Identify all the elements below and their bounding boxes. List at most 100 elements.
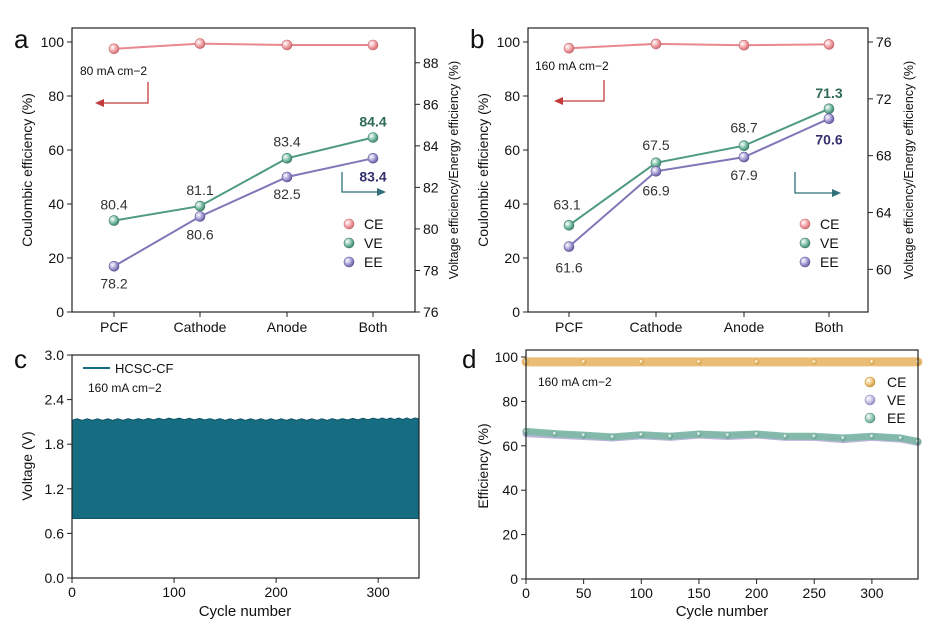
panel-a-ve-point — [108, 215, 120, 226]
panel-b-right-tick-label: 64 — [876, 205, 892, 221]
panel-d-legend-marker-ee — [864, 412, 876, 424]
panel-d-ee-point — [638, 432, 644, 438]
panel-d-legend-marker-ce — [864, 376, 876, 388]
panel-d-x-axis-label: Cycle number — [676, 603, 769, 620]
panel-d-x-tick-label: 150 — [687, 585, 711, 601]
panel-b-x-tick-label: Both — [815, 319, 844, 335]
panel-a-eff-arrow — [341, 172, 383, 193]
panel-a-ee-data-label: 80.6 — [186, 226, 213, 242]
panel-a-right-axis-label: Voltage efficiency/Energy efficiency (%) — [447, 61, 461, 279]
panel-c-current-density: 160 mA cm−2 — [88, 381, 162, 395]
panel-c-y-tick-label: 0.6 — [45, 525, 65, 541]
panel-b-left-axis-label: Coulombic efficiency (%) — [475, 93, 491, 247]
panel-a-ve-data-label: 81.1 — [186, 182, 213, 198]
panel-a-ce-point — [108, 43, 120, 55]
panel-b-ee-data-label: 66.9 — [642, 182, 669, 198]
panel-letter-d: d — [462, 344, 476, 374]
panel-a-legend-marker-ve — [343, 237, 355, 249]
panel-a-ce-point — [281, 39, 293, 51]
panel-c-y-tick-label: 3.0 — [45, 347, 65, 363]
panel-b-left-tick-label: 100 — [497, 34, 521, 50]
panel-a-chart: 0 20 40 60 80 100 76 78 80 82 84 86 88 PCF Cathode Anod… — [19, 27, 461, 335]
panel-b-ee-point — [823, 113, 835, 124]
panel-a-legend-marker-ce — [343, 218, 355, 230]
panel-a-right-tick-label: 86 — [423, 96, 439, 112]
panel-a-right-tick-label: 80 — [423, 221, 439, 237]
panel-c-upper-limit-line — [71, 417, 420, 421]
panel-a-ce-arrow — [97, 82, 149, 104]
panel-b-ve-data-label: 63.1 — [553, 196, 580, 212]
panel-d-current-density: 160 mA cm−2 — [538, 375, 612, 389]
panel-d-ee-point — [580, 432, 587, 438]
panel-a-ve-point — [281, 153, 293, 164]
panel-c-y-axis-label: Voltage (V) — [19, 431, 35, 500]
panel-a-right-tick-label: 78 — [423, 262, 439, 278]
panel-a-ee-data-label: 83.4 — [359, 168, 386, 184]
panel-a-legend-label-ee: EE — [364, 254, 383, 270]
panel-b-x-tick-label: PCF — [555, 319, 583, 335]
panel-b-legend-label-ve: VE — [820, 235, 839, 251]
panel-a-frame — [71, 27, 416, 313]
panel-d-y-tick-label: 0 — [510, 571, 518, 587]
panel-a-eff-arrow-head — [377, 188, 386, 196]
panel-a-ve-data-label: 80.4 — [100, 197, 127, 213]
panel-b-ee-data-label: 67.9 — [730, 167, 757, 183]
panel-a-ve-line — [113, 136, 374, 222]
panel-b-right-tick-label: 60 — [876, 261, 892, 277]
panel-a-right-tick-label: 88 — [423, 55, 439, 71]
panel-b-left-tick-label: 20 — [504, 250, 520, 266]
panel-a-legend-label-ve: VE — [364, 235, 383, 251]
panel-b-ve-point — [563, 220, 575, 231]
panel-d-chart: 0 20 40 60 80 100 0 50 100 150 200 250 300 Efficienc… — [475, 349, 923, 620]
panel-b-ce-line — [568, 42, 830, 50]
panel-b-legend-label-ee: EE — [820, 254, 839, 270]
panel-a-ee-point — [108, 260, 120, 272]
panel-a-ce-point — [367, 39, 379, 51]
panel-a-left-tick-label: 20 — [48, 250, 64, 266]
panel-b-ve-data-label: 71.3 — [815, 85, 842, 101]
panel-d-y-tick-label: 60 — [502, 438, 518, 454]
panel-b-current-density: 160 mA cm−2 — [535, 59, 609, 73]
panel-a-ve-point — [194, 200, 206, 212]
panel-a-right-tick-label: 84 — [423, 138, 439, 154]
panel-d-ee-point — [725, 432, 731, 438]
panel-d-ce-point — [811, 359, 817, 365]
panel-a-ve-data-label: 83.4 — [273, 133, 300, 149]
panel-b-ve-data-label: 68.7 — [730, 120, 757, 136]
panel-c-x-tick-label: 300 — [366, 584, 390, 600]
panel-b-ee-data-label: 61.6 — [555, 260, 582, 276]
panel-d-y-axis-label: Efficiency (%) — [475, 423, 491, 508]
panel-b-ve-point — [823, 103, 835, 115]
panel-d-x-tick-label: 0 — [522, 585, 530, 601]
panel-d-legend-label-ee: EE — [887, 410, 906, 426]
panel-b-ee-line — [568, 117, 830, 248]
panel-b-ve-data-label: 67.5 — [642, 137, 669, 153]
panel-b-ee-data-label: 70.6 — [815, 132, 842, 148]
panel-b-right-tick-label: 72 — [876, 91, 892, 107]
panel-a-ee-line — [113, 157, 374, 268]
panel-d-ee-point — [840, 435, 846, 441]
panel-a-left-tick-label: 40 — [48, 196, 64, 212]
panel-d-y-tick-label: 20 — [502, 527, 518, 543]
panel-d-ee-point — [782, 433, 789, 439]
panel-d-ee-point — [811, 433, 817, 439]
panel-b-left-tick-label: 80 — [504, 88, 520, 104]
panel-a-x-tick-label: Cathode — [174, 319, 227, 335]
panel-letter-a: a — [14, 24, 29, 54]
panel-b-legend-marker-ee — [799, 256, 811, 268]
panel-b-legend-marker-ce — [799, 218, 811, 230]
panel-d-y-tick-label: 40 — [502, 482, 518, 498]
panel-a-x-tick-label: PCF — [100, 319, 128, 335]
panel-c-y-tick-label: 2.4 — [45, 392, 65, 408]
panel-b-right-tick-label: 76 — [876, 34, 892, 50]
panel-b-legend-marker-ve — [799, 237, 811, 249]
panel-a-left-axis-label: Coulombic efficiency (%) — [19, 93, 35, 247]
panel-b-eff-arrow — [794, 172, 838, 194]
panel-b-left-tick-label: 40 — [504, 196, 520, 212]
panel-a-left-tick-label: 0 — [56, 304, 64, 320]
panel-a-ve-data-label: 84.4 — [359, 114, 386, 130]
panel-c-x-axis-label: Cycle number — [199, 603, 292, 620]
panel-d-ce-point — [753, 359, 760, 365]
panel-d-x-tick-label: 250 — [803, 585, 827, 601]
